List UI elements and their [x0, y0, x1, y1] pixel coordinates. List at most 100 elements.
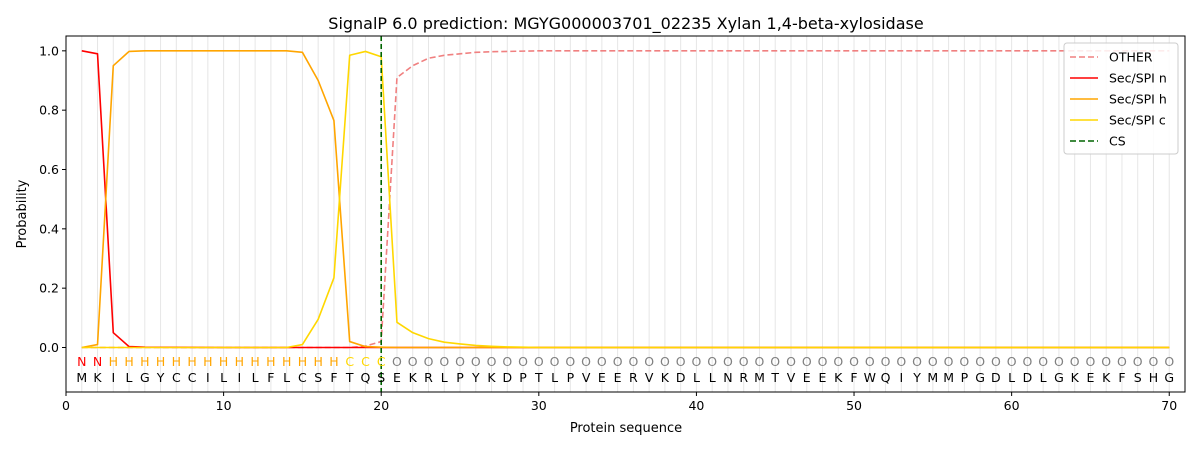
residue-label-24: L [441, 370, 448, 385]
residue-label-26: Y [471, 370, 480, 385]
region-label-43: O [739, 354, 749, 369]
residue-label-53: I [899, 370, 903, 385]
x-axis-label: Protein sequence [570, 421, 682, 436]
residue-label-37: V [645, 370, 654, 385]
region-label-41: O [707, 354, 717, 369]
residue-label-64: K [1071, 370, 1080, 385]
residue-label-38: K [661, 370, 670, 385]
region-label-9: H [203, 354, 212, 369]
region-label-63: O [1054, 354, 1064, 369]
region-label-37: O [644, 354, 654, 369]
region-label-35: O [613, 354, 623, 369]
y-axis-label: Probability [15, 179, 30, 248]
series-line-3 [81, 50, 1170, 349]
residue-label-10: L [220, 370, 227, 385]
residue-label-43: R [739, 370, 748, 385]
residue-label-35: E [614, 370, 622, 385]
region-label-40: O [692, 354, 702, 369]
region-label-65: O [1086, 354, 1096, 369]
residue-label-32: P [567, 370, 575, 385]
residue-label-66: K [1102, 370, 1111, 385]
residue-label-63: G [1054, 370, 1064, 385]
residue-label-46: V [787, 370, 796, 385]
residue-label-8: C [188, 370, 197, 385]
residue-label-2: K [93, 370, 102, 385]
region-label-39: O [676, 354, 686, 369]
residue-label-13: F [267, 370, 274, 385]
region-label-47: O [802, 354, 812, 369]
residue-label-21: E [393, 370, 401, 385]
residue-label-54: Y [912, 370, 921, 385]
region-label-59: O [991, 354, 1001, 369]
residue-label-52: Q [881, 370, 891, 385]
series-lines [81, 36, 1170, 392]
residue-label-5: G [140, 370, 150, 385]
region-label-3: H [109, 354, 118, 369]
y-tick-label-5: 1.0 [39, 43, 59, 58]
residue-label-65: E [1086, 370, 1094, 385]
region-label-29: O [518, 354, 528, 369]
region-label-30: O [534, 354, 544, 369]
region-label-55: O [928, 354, 938, 369]
residue-label-27: K [487, 370, 496, 385]
region-label-21: O [392, 354, 402, 369]
residue-label-15: C [298, 370, 307, 385]
region-label-17: H [329, 354, 338, 369]
residue-label-16: S [314, 370, 322, 385]
region-label-22: O [408, 354, 418, 369]
residue-label-61: D [1023, 370, 1033, 385]
region-label-27: O [487, 354, 497, 369]
region-label-15: H [298, 354, 307, 369]
region-label-60: O [1007, 354, 1017, 369]
region-label-14: H [282, 354, 291, 369]
x-tick-label-2: 20 [373, 398, 389, 413]
residue-label-69: H [1149, 370, 1158, 385]
residue-label-34: E [598, 370, 606, 385]
legend-label-3: Sec/SPI c [1109, 113, 1166, 128]
residue-label-50: F [850, 370, 857, 385]
residue-label-62: L [1040, 370, 1047, 385]
residue-label-25: P [456, 370, 464, 385]
sequence-labels: NMNKHIHLHGHYHCHCHIHLHIHLHFHLHCHSHFCTCQCS… [76, 354, 1174, 385]
region-label-19: C [361, 354, 370, 369]
residue-label-49: K [834, 370, 843, 385]
region-label-4: H [124, 354, 133, 369]
residue-label-60: L [1008, 370, 1015, 385]
legend-label-1: Sec/SPI n [1109, 71, 1167, 86]
residue-label-59: D [991, 370, 1001, 385]
region-label-11: H [235, 354, 244, 369]
residue-label-45: T [770, 370, 779, 385]
residue-label-17: F [330, 370, 337, 385]
region-label-18: C [345, 354, 354, 369]
region-label-5: H [140, 354, 149, 369]
residue-label-22: K [409, 370, 418, 385]
region-label-48: O [818, 354, 828, 369]
region-label-68: O [1133, 354, 1143, 369]
region-label-34: O [597, 354, 607, 369]
residue-label-48: E [819, 370, 827, 385]
region-label-32: O [565, 354, 575, 369]
region-label-1: N [77, 354, 86, 369]
region-label-44: O [755, 354, 765, 369]
residue-label-57: P [961, 370, 969, 385]
region-label-64: O [1070, 354, 1080, 369]
region-label-53: O [896, 354, 906, 369]
region-label-61: O [1022, 354, 1032, 369]
region-label-54: O [912, 354, 922, 369]
region-label-66: O [1101, 354, 1111, 369]
region-label-25: O [455, 354, 465, 369]
region-label-36: O [628, 354, 638, 369]
plot-frame [65, 35, 1186, 393]
residue-label-42: N [723, 370, 732, 385]
region-label-7: H [172, 354, 181, 369]
residue-label-33: V [582, 370, 591, 385]
residue-label-23: R [424, 370, 433, 385]
residue-label-55: M [927, 370, 938, 385]
residue-label-6: Y [156, 370, 165, 385]
region-label-45: O [770, 354, 780, 369]
region-label-2: N [93, 354, 102, 369]
region-label-26: O [471, 354, 481, 369]
region-label-67: O [1117, 354, 1127, 369]
region-label-6: H [156, 354, 165, 369]
residue-label-56: M [943, 370, 954, 385]
